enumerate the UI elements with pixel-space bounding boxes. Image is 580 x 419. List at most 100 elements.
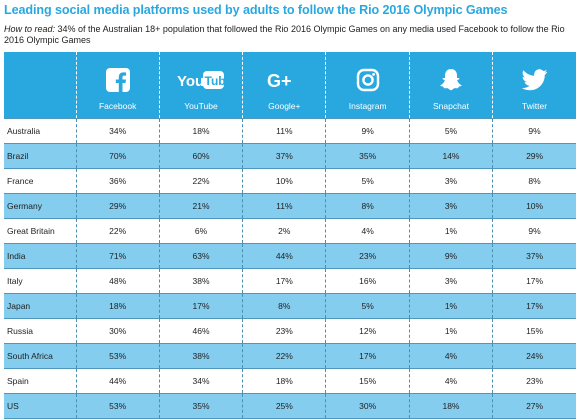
table-row: India 71% 63% 44% 23% 9% 37% (4, 243, 576, 269)
cell-google-plus: 18% (242, 368, 326, 394)
row-country: Germany (4, 193, 76, 219)
cell-google-plus: 17% (242, 268, 326, 294)
cell-youtube: 21% (158, 193, 243, 219)
cell-youtube: 38% (158, 268, 243, 294)
cell-facebook: 53% (75, 393, 160, 419)
cell-facebook: 18% (75, 293, 160, 319)
table-row: Australia 34% 18% 11% 9% 5% 9% (4, 118, 576, 144)
cell-twitter: 15% (492, 318, 576, 344)
cell-twitter: 27% (492, 393, 576, 419)
cell-instagram: 12% (325, 318, 410, 344)
header-facebook: Facebook (75, 52, 160, 119)
cell-snapchat: 4% (408, 368, 493, 394)
cell-youtube: 18% (158, 118, 243, 144)
cell-google-plus: 8% (242, 293, 326, 319)
cell-snapchat: 14% (408, 143, 493, 169)
snapchat-icon (438, 65, 464, 95)
cell-youtube: 60% (158, 143, 243, 169)
cell-snapchat: 3% (408, 168, 493, 194)
instagram-icon (356, 65, 380, 95)
cell-snapchat: 18% (408, 393, 493, 419)
row-country: India (4, 243, 76, 269)
svg-text:Tube: Tube (204, 74, 225, 88)
cell-instagram: 5% (325, 293, 410, 319)
header-label: Instagram (348, 101, 387, 111)
cell-google-plus: 22% (242, 343, 326, 369)
cell-facebook: 44% (75, 368, 160, 394)
cell-snapchat: 3% (408, 268, 493, 294)
cell-youtube: 6% (158, 218, 243, 244)
table-header-row: Facebook You Tube YouTube (4, 52, 576, 119)
youtube-icon: You Tube (177, 65, 225, 95)
table-row: France 36% 22% 10% 5% 3% 8% (4, 168, 576, 194)
row-country: Japan (4, 293, 76, 319)
header-youtube: You Tube YouTube (158, 52, 243, 119)
cell-facebook: 70% (75, 143, 160, 169)
row-country: Brazil (4, 143, 76, 169)
cell-snapchat: 9% (408, 243, 493, 269)
cell-google-plus: 37% (242, 143, 326, 169)
cell-instagram: 15% (325, 368, 410, 394)
cell-facebook: 48% (75, 268, 160, 294)
cell-youtube: 17% (158, 293, 243, 319)
row-country: France (4, 168, 76, 194)
cell-twitter: 24% (492, 343, 576, 369)
cell-instagram: 17% (325, 343, 410, 369)
social-media-table: Facebook You Tube YouTube (4, 52, 576, 419)
cell-twitter: 29% (492, 143, 576, 169)
cell-facebook: 71% (75, 243, 160, 269)
table-row: Great Britain 22% 6% 2% 4% 1% 9% (4, 218, 576, 244)
cell-instagram: 8% (325, 193, 410, 219)
header-label: Snapchat (433, 101, 469, 111)
cell-twitter: 17% (492, 293, 576, 319)
cell-twitter: 9% (492, 118, 576, 144)
table-body: Australia 34% 18% 11% 9% 5% 9% Brazil 70% 60% 37% 3… (4, 118, 576, 419)
cell-google-plus: 25% (242, 393, 326, 419)
svg-text:G+: G+ (267, 71, 292, 91)
cell-google-plus: 11% (242, 118, 326, 144)
cell-youtube: 35% (158, 393, 243, 419)
row-country: South Africa (4, 343, 76, 369)
header-label: Twitter (522, 101, 548, 111)
cell-facebook: 34% (75, 118, 160, 144)
cell-google-plus: 11% (242, 193, 326, 219)
cell-facebook: 22% (75, 218, 160, 244)
table-row: South Africa 53% 38% 22% 17% 4% 24% (4, 343, 576, 369)
header-snapchat: Snapchat (408, 52, 493, 119)
row-country: Great Britain (4, 218, 76, 244)
header-label: Facebook (98, 101, 137, 111)
cell-google-plus: 44% (242, 243, 326, 269)
cell-snapchat: 1% (408, 318, 493, 344)
cell-instagram: 23% (325, 243, 410, 269)
row-country: Spain (4, 368, 76, 394)
table-row: Brazil 70% 60% 37% 35% 14% 29% (4, 143, 576, 169)
cell-facebook: 36% (75, 168, 160, 194)
cell-instagram: 9% (325, 118, 410, 144)
cell-snapchat: 3% (408, 193, 493, 219)
cell-twitter: 37% (492, 243, 576, 269)
cell-google-plus: 10% (242, 168, 326, 194)
table-row: Japan 18% 17% 8% 5% 1% 17% (4, 293, 576, 319)
cell-twitter: 8% (492, 168, 576, 194)
cell-google-plus: 2% (242, 218, 326, 244)
cell-twitter: 23% (492, 368, 576, 394)
table-row: Spain 44% 34% 18% 15% 4% 23% (4, 368, 576, 394)
table-row: US 53% 35% 25% 30% 18% 27% (4, 393, 576, 419)
header-label: YouTube (184, 101, 218, 111)
cell-twitter: 10% (492, 193, 576, 219)
cell-youtube: 22% (158, 168, 243, 194)
cell-youtube: 63% (158, 243, 243, 269)
row-country: US (4, 393, 76, 419)
twitter-icon (521, 65, 548, 95)
cell-youtube: 46% (158, 318, 243, 344)
header-corner (4, 52, 76, 119)
google-plus-icon: G+ (266, 65, 302, 95)
cell-snapchat: 1% (408, 218, 493, 244)
row-country: Italy (4, 268, 76, 294)
chart-title: Leading social media platforms used by a… (4, 3, 508, 17)
header-instagram: Instagram (325, 52, 410, 119)
row-country: Russia (4, 318, 76, 344)
cell-facebook: 53% (75, 343, 160, 369)
cell-youtube: 38% (158, 343, 243, 369)
table-row: Italy 48% 38% 17% 16% 3% 17% (4, 268, 576, 294)
